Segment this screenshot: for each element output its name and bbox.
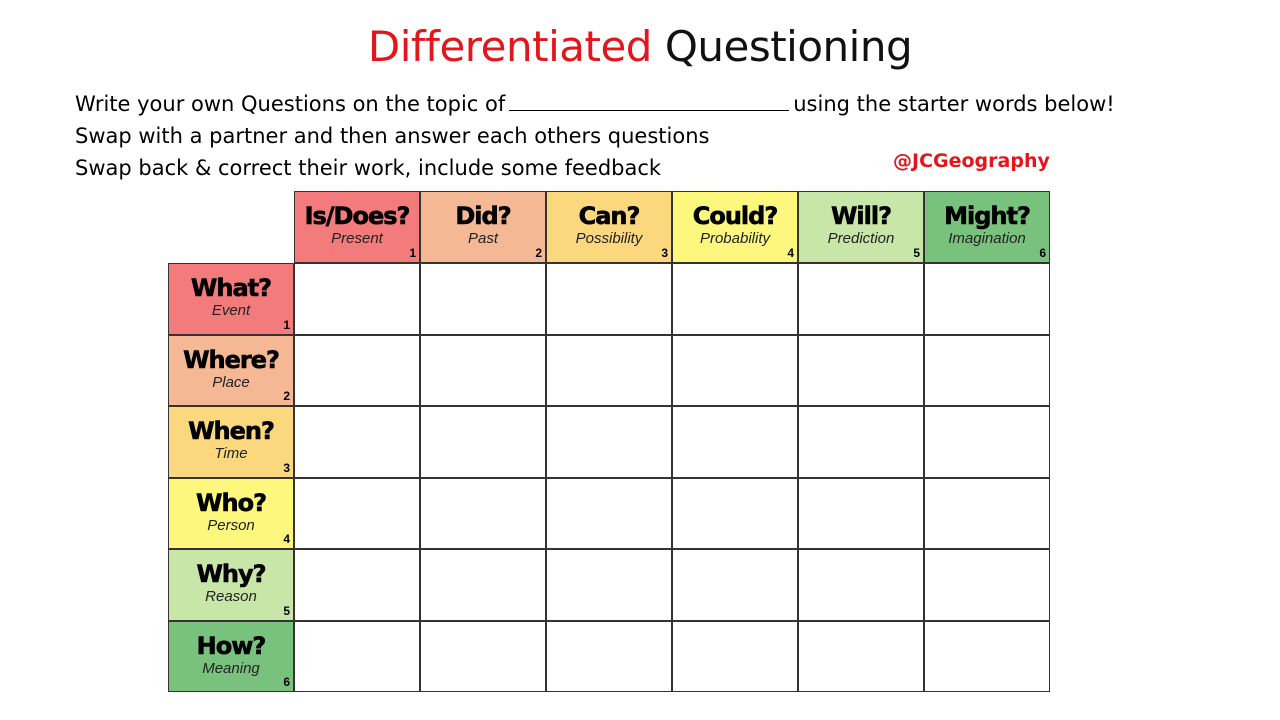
row-header-2-number: 2: [283, 389, 290, 403]
question-cell[interactable]: [294, 620, 420, 692]
row-header-6-number: 6: [283, 675, 290, 689]
question-cell[interactable]: [798, 263, 924, 335]
question-cell[interactable]: [924, 477, 1050, 549]
question-cell[interactable]: [294, 263, 420, 335]
instruction-line-3: Swap back & correct their work, include …: [75, 156, 662, 180]
row-header-4-word: Who?: [196, 488, 268, 517]
question-cell[interactable]: [294, 334, 420, 406]
row-header-2-subtitle: Place: [212, 373, 250, 391]
column-header-4-number: 4: [787, 246, 794, 260]
question-cell[interactable]: [798, 406, 924, 478]
column-header-2-word: Did?: [455, 202, 512, 231]
row-header-1-word: What?: [190, 274, 273, 303]
column-header-6-word: Might?: [944, 202, 1031, 231]
row-header-6: How? Meaning 6: [168, 620, 294, 692]
question-cell[interactable]: [924, 263, 1050, 335]
question-cell[interactable]: [420, 549, 546, 621]
question-cell[interactable]: [924, 620, 1050, 692]
topic-blank: [509, 90, 790, 111]
question-cell[interactable]: [672, 334, 798, 406]
question-cell[interactable]: [924, 334, 1050, 406]
author-handle: @JCGeography: [893, 150, 1050, 172]
column-header-4: Could? Probability 4: [672, 191, 798, 263]
question-cell[interactable]: [420, 477, 546, 549]
row-header-1-subtitle: Event: [211, 302, 251, 319]
row-header-3-word: When?: [188, 417, 275, 446]
row-header-6-subtitle: Meaning: [202, 659, 260, 677]
row-header-1-number: 1: [283, 317, 290, 332]
question-cell[interactable]: [798, 620, 924, 692]
question-cell[interactable]: [420, 620, 546, 692]
row-header-5: Why? Reason 5: [168, 549, 294, 621]
question-cell[interactable]: [420, 406, 546, 478]
row-header-3-subtitle: Time: [214, 445, 248, 462]
column-header-6-number: 6: [1039, 246, 1046, 260]
column-header-5: Will? Prediction 5: [798, 191, 924, 263]
question-cell[interactable]: [798, 334, 924, 406]
instruction-line-2: Swap with a partner and then answer each…: [75, 124, 710, 148]
row-header-2-word: Where?: [183, 345, 280, 374]
question-cell[interactable]: [546, 406, 672, 478]
question-cell[interactable]: [798, 549, 924, 621]
row-header-4-number: 4: [283, 532, 290, 546]
column-header-5-subtitle: Prediction: [827, 230, 895, 247]
column-header-4-subtitle: Probability: [699, 230, 771, 247]
question-cell[interactable]: [294, 549, 420, 621]
row-header-3: When? Time 3: [168, 406, 294, 478]
question-cell[interactable]: [546, 334, 672, 406]
question-cell[interactable]: [672, 477, 798, 549]
column-header-2-number: 2: [535, 246, 542, 260]
row-header-5-subtitle: Reason: [205, 588, 257, 605]
instructions: Write your own Questions on the topic of…: [75, 88, 1115, 184]
question-cell[interactable]: [294, 477, 420, 549]
question-cell[interactable]: [546, 549, 672, 621]
instruction-line-1-end: using the starter words below!: [793, 92, 1115, 116]
column-header-1-subtitle: Present: [331, 230, 383, 247]
column-header-1-word: Is/Does?: [304, 202, 410, 231]
page-title: Differentiated Questioning: [0, 22, 1280, 72]
row-header-3-number: 3: [283, 460, 290, 475]
column-header-2: Did? Past 2: [420, 191, 546, 263]
row-header-5-number: 5: [283, 603, 290, 618]
question-cell[interactable]: [546, 263, 672, 335]
question-cell[interactable]: [924, 549, 1050, 621]
question-cell[interactable]: [924, 406, 1050, 478]
column-header-6-subtitle: Imagination: [948, 230, 1026, 247]
column-header-2-subtitle: Past: [467, 230, 498, 247]
column-header-3-number: 3: [661, 246, 668, 260]
column-header-6: Might? Imagination 6: [924, 191, 1050, 263]
title-part-red: Differentiated: [367, 22, 653, 71]
question-cell[interactable]: [420, 263, 546, 335]
column-header-5-number: 5: [913, 246, 920, 260]
row-header-4: Who? Person 4: [168, 477, 294, 549]
row-header-6-word: How?: [196, 631, 266, 660]
instruction-line-1: Write your own Questions on the topic of…: [75, 88, 1115, 120]
instruction-line-1-start: Write your own Questions on the topic of: [75, 92, 506, 116]
title-part-black: Questioning: [664, 22, 913, 71]
row-header-4-subtitle: Person: [207, 516, 255, 534]
row-header-5-word: Why?: [196, 560, 267, 589]
column-header-1-number: 1: [409, 246, 416, 260]
question-cell[interactable]: [420, 334, 546, 406]
column-header-3: Can? Possibility 3: [546, 191, 672, 263]
row-header-2: Where? Place 2: [168, 334, 294, 406]
column-header-3-subtitle: Possibility: [575, 230, 643, 247]
column-header-4-word: Could?: [692, 202, 778, 231]
question-cell[interactable]: [672, 263, 798, 335]
column-header-3-word: Can?: [578, 202, 640, 231]
question-cell[interactable]: [672, 549, 798, 621]
question-cell[interactable]: [294, 406, 420, 478]
question-cell[interactable]: [672, 620, 798, 692]
question-cell[interactable]: [798, 477, 924, 549]
question-cell[interactable]: [672, 406, 798, 478]
question-cell[interactable]: [546, 620, 672, 692]
column-header-5-word: Will?: [830, 202, 893, 231]
row-header-1: What? Event 1: [168, 263, 294, 335]
question-cell[interactable]: [546, 477, 672, 549]
column-header-1: Is/Does? Present 1: [294, 191, 420, 263]
